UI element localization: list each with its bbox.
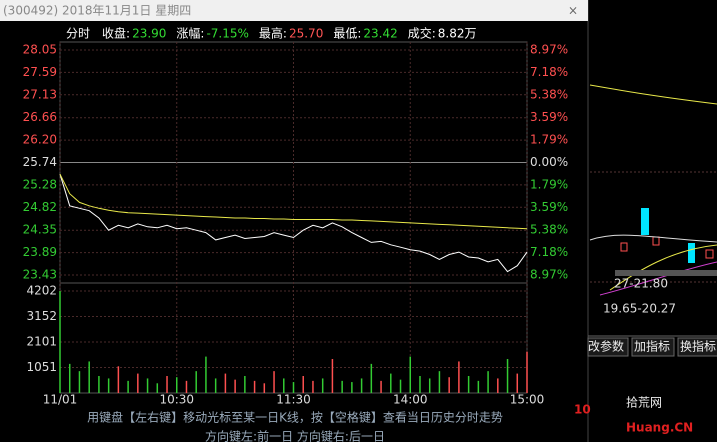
watermark-site: Huang.CN (626, 421, 693, 435)
info-bar: 分时 收盘: 23.90 涨幅: -7.15% 最高: 25.70 最低: 23.42 成交: 8.… (66, 26, 477, 41)
y2-tick-label: 0.00% (530, 155, 568, 169)
y-tick-label: 25.74 (23, 155, 57, 169)
range-label: 27-21.80 (614, 277, 668, 291)
button[interactable] (587, 337, 629, 357)
range-label: 19.65-20.27 (603, 302, 676, 316)
y2-tick-label: 1.79% (530, 133, 568, 147)
button[interactable] (631, 337, 675, 357)
side-candle (620, 242, 628, 252)
volume-tick-label: 4202 (26, 284, 57, 298)
info-label: 成交: (408, 26, 436, 41)
info-label: 收盘: (102, 26, 130, 41)
close-button[interactable]: × (568, 4, 578, 18)
y2-tick-label: 5.38% (530, 88, 568, 102)
info-value: 23.42 (363, 27, 397, 41)
y-tick-label: 23.43 (23, 268, 57, 282)
x-tick-label: 11/01 (43, 393, 78, 407)
y2-tick-label: 7.18% (530, 65, 568, 79)
series-line (59, 173, 528, 230)
footer-hint: 方向键左:前一日 方向键右:后一日 (205, 429, 385, 442)
side-band (615, 270, 717, 276)
y2-tick-label: 5.38% (530, 222, 568, 236)
volume-tick-label: 1051 (26, 360, 57, 374)
y2-tick-label: 1.79% (530, 177, 568, 191)
side-candle (688, 243, 695, 263)
info-value: 25.70 (289, 27, 323, 41)
y-tick-label: 27.59 (23, 65, 57, 79)
side-candle (641, 208, 649, 235)
y2-tick-label: 8.97% (530, 268, 568, 282)
info-value: 8.82万 (438, 27, 477, 41)
side-line (599, 261, 717, 296)
y2-tick-label: 3.59% (530, 110, 568, 124)
side-line (589, 84, 717, 105)
y-tick-label: 24.82 (23, 200, 57, 214)
series-line (59, 174, 528, 273)
y-tick-label: 23.89 (23, 245, 57, 259)
y-tick-label: 26.66 (23, 110, 57, 124)
watermark-number: 10 (574, 403, 591, 417)
side-line (609, 244, 717, 291)
button-label[interactable]: 换指标 (680, 339, 716, 354)
x-tick-label: 11:30 (276, 393, 311, 407)
info-label: 涨幅: (176, 26, 204, 41)
button[interactable] (677, 337, 717, 357)
info-label: 分时 (66, 27, 90, 41)
watermark-name: 拾荒网 (626, 395, 662, 410)
button-label[interactable]: 加指标 (634, 339, 670, 354)
side-panel: 27-21.80 19.65-20.27 改参数 加指标 换指标 10 拾荒网 … (574, 0, 717, 442)
y-tick-label: 24.35 (23, 223, 57, 237)
info-label: 最高: (259, 26, 287, 41)
info-value: -7.15% (206, 27, 248, 41)
footer-hint: 用键盘【左右键】移动光标至某一日K线，按【空格键】查看当日历史分时走势 (87, 410, 503, 425)
x-tick-label: 10:30 (159, 393, 194, 407)
volume-tick-label: 3152 (26, 309, 57, 323)
info-value: 23.90 (132, 27, 166, 41)
info-label: 最低: (333, 27, 361, 41)
side-line (589, 234, 717, 243)
volume-tick-label: 2101 (26, 335, 57, 349)
y2-tick-label: 7.18% (530, 245, 568, 259)
button-label[interactable]: 改参数 (588, 339, 624, 354)
y-tick-label: 28.05 (23, 43, 57, 57)
x-tick-label: 15:00 (510, 393, 545, 407)
y2-tick-label: 8.97% (530, 43, 568, 57)
window-title: (300492) 2018年11月1日 星期四 (3, 4, 191, 18)
y-tick-label: 26.20 (23, 133, 57, 147)
side-candle (705, 249, 714, 259)
x-tick-label: 14:00 (393, 393, 428, 407)
y-tick-label: 27.13 (23, 87, 57, 101)
y-tick-label: 25.28 (23, 177, 57, 191)
title-bar (0, 0, 588, 21)
y2-tick-label: 3.59% (530, 200, 568, 214)
